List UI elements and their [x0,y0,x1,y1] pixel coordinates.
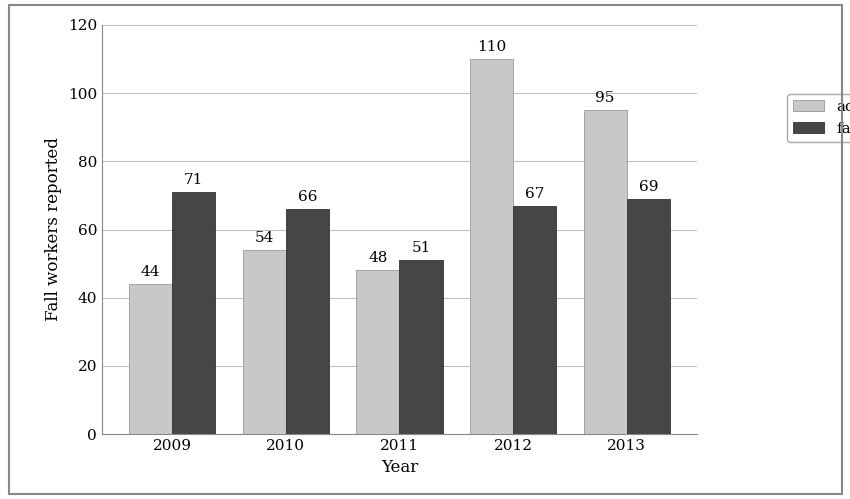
Text: 51: 51 [411,241,431,255]
Bar [286,209,329,434]
Bar [513,206,556,434]
Bar [243,250,286,434]
Text: 110: 110 [477,40,506,54]
Text: 71: 71 [184,173,203,187]
Bar [470,59,513,434]
X-axis label: Year: Year [381,459,418,476]
Bar [173,192,215,434]
Legend: accidents, fatalities: accidents, fatalities [787,94,850,142]
Y-axis label: Fall workers reported: Fall workers reported [45,138,62,321]
Text: 48: 48 [368,251,388,265]
Text: 67: 67 [525,187,544,201]
Bar [400,260,443,434]
Text: 69: 69 [638,180,658,194]
Text: 95: 95 [596,91,615,105]
Text: 54: 54 [255,231,274,245]
Bar [129,284,173,434]
Bar [356,270,400,434]
Text: 44: 44 [141,265,161,279]
Bar [584,110,626,434]
Text: 66: 66 [298,190,317,204]
Bar [626,199,670,434]
